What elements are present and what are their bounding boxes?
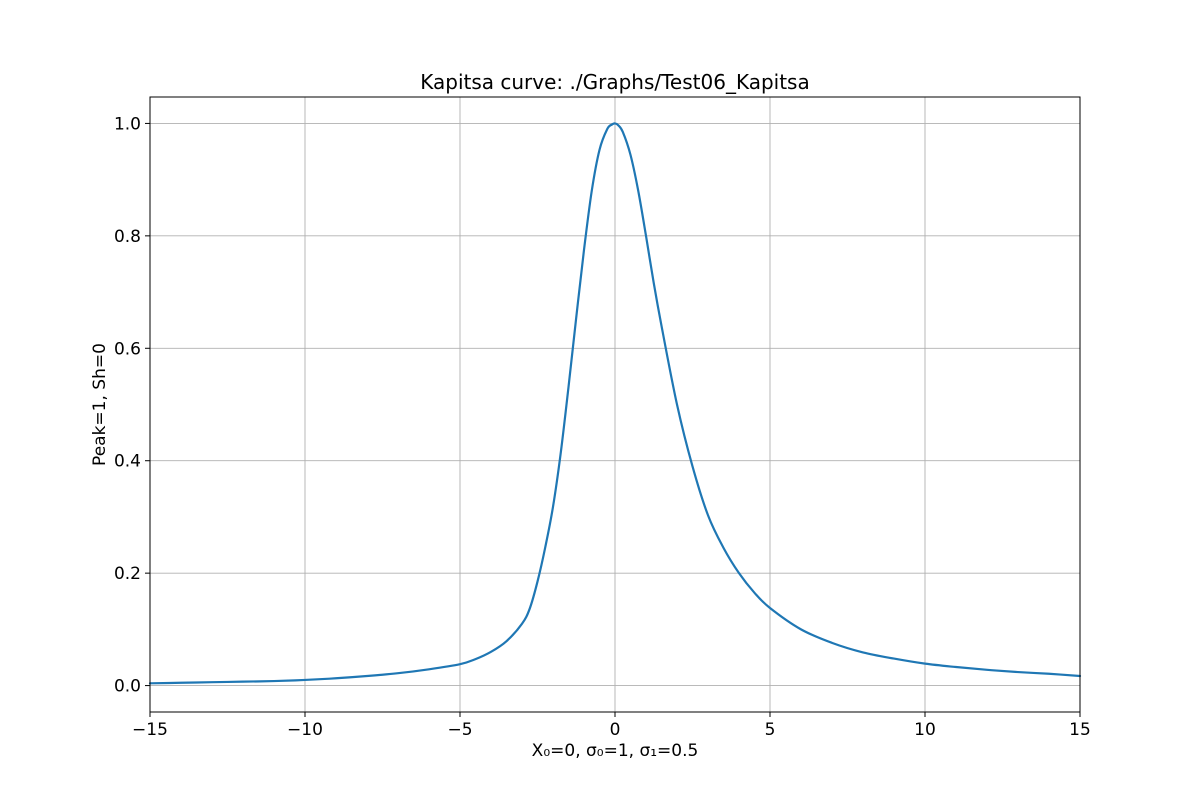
y-tick-label: 0.2 — [114, 564, 141, 584]
x-axis-label: X₀=0, σ₀=1, σ₁=0.5 — [532, 741, 699, 761]
x-tick-label: −10 — [287, 720, 323, 740]
kapitsa-curve-line — [148, 122, 1082, 685]
series-layer — [148, 122, 1082, 685]
x-tick-label: 0 — [610, 720, 621, 740]
x-tick-label: −5 — [447, 720, 472, 740]
y-axis-ticks: 0.0 0.2 0.4 0.6 0.8 1.0 — [114, 114, 150, 697]
x-tick-label: −15 — [132, 720, 168, 740]
chart-title: Kapitsa curve: ./Graphs/Test06_Kapitsa — [420, 70, 810, 94]
x-tick-label: 10 — [914, 720, 936, 740]
y-tick-label: 1.0 — [114, 114, 141, 134]
y-tick-label: 0.4 — [114, 452, 141, 472]
x-tick-label: 5 — [765, 720, 776, 740]
x-tick-label: 15 — [1069, 720, 1091, 740]
x-axis-ticks: −15 −10 −5 0 5 10 15 — [132, 712, 1091, 740]
grid — [149, 97, 1081, 712]
y-axis-label: Peak=1, Sh=0 — [90, 343, 110, 466]
y-tick-label: 0.0 — [114, 677, 141, 697]
y-tick-label: 0.8 — [114, 227, 141, 247]
y-tick-label: 0.6 — [114, 339, 141, 359]
